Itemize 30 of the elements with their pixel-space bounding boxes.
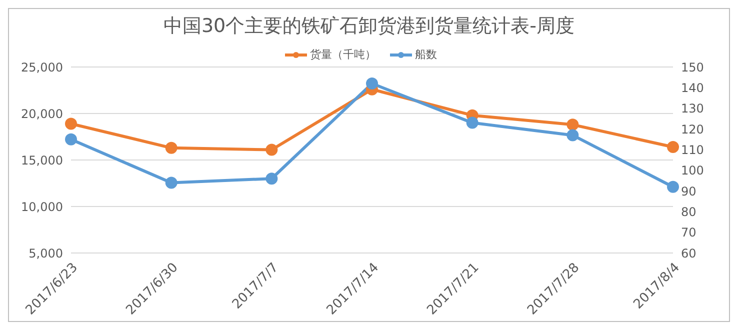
point (165, 176, 178, 189)
y-tick-label: 10,000 (21, 200, 63, 214)
point (566, 129, 579, 142)
y2-tick-label: 120 (681, 122, 704, 136)
point (266, 144, 278, 156)
point (566, 118, 579, 131)
point (667, 140, 679, 153)
y-tick-label: 20,000 (21, 106, 63, 121)
y2-tick-label: 130 (681, 102, 704, 116)
chart-title: 中国30个主要的铁矿石卸货港到货量统计表-周度 (162, 14, 576, 39)
point (65, 118, 77, 130)
y-tick-label: 25,000 (21, 60, 63, 74)
point (366, 78, 378, 90)
y2-tick-label: 80 (681, 204, 696, 219)
point (266, 172, 278, 185)
y2-tick-label: 140 (681, 80, 704, 95)
point (65, 133, 77, 146)
y-tick-label: 5,000 (28, 246, 63, 260)
y-tick-label: 15,000 (21, 153, 63, 168)
y2-tick-label: 90 (681, 184, 696, 198)
y2-tick-label: 70 (681, 226, 696, 240)
point (466, 116, 478, 129)
legend-label: 船数 (414, 47, 437, 62)
y2-tick-label: 110 (681, 142, 704, 157)
y2-tick-label: 100 (681, 164, 704, 178)
legend-label: 货量（千吨） (309, 47, 376, 62)
point (165, 142, 178, 154)
point (667, 180, 679, 193)
y2-tick-label: 150 (681, 60, 704, 74)
y2-tick-label: 60 (681, 246, 696, 260)
